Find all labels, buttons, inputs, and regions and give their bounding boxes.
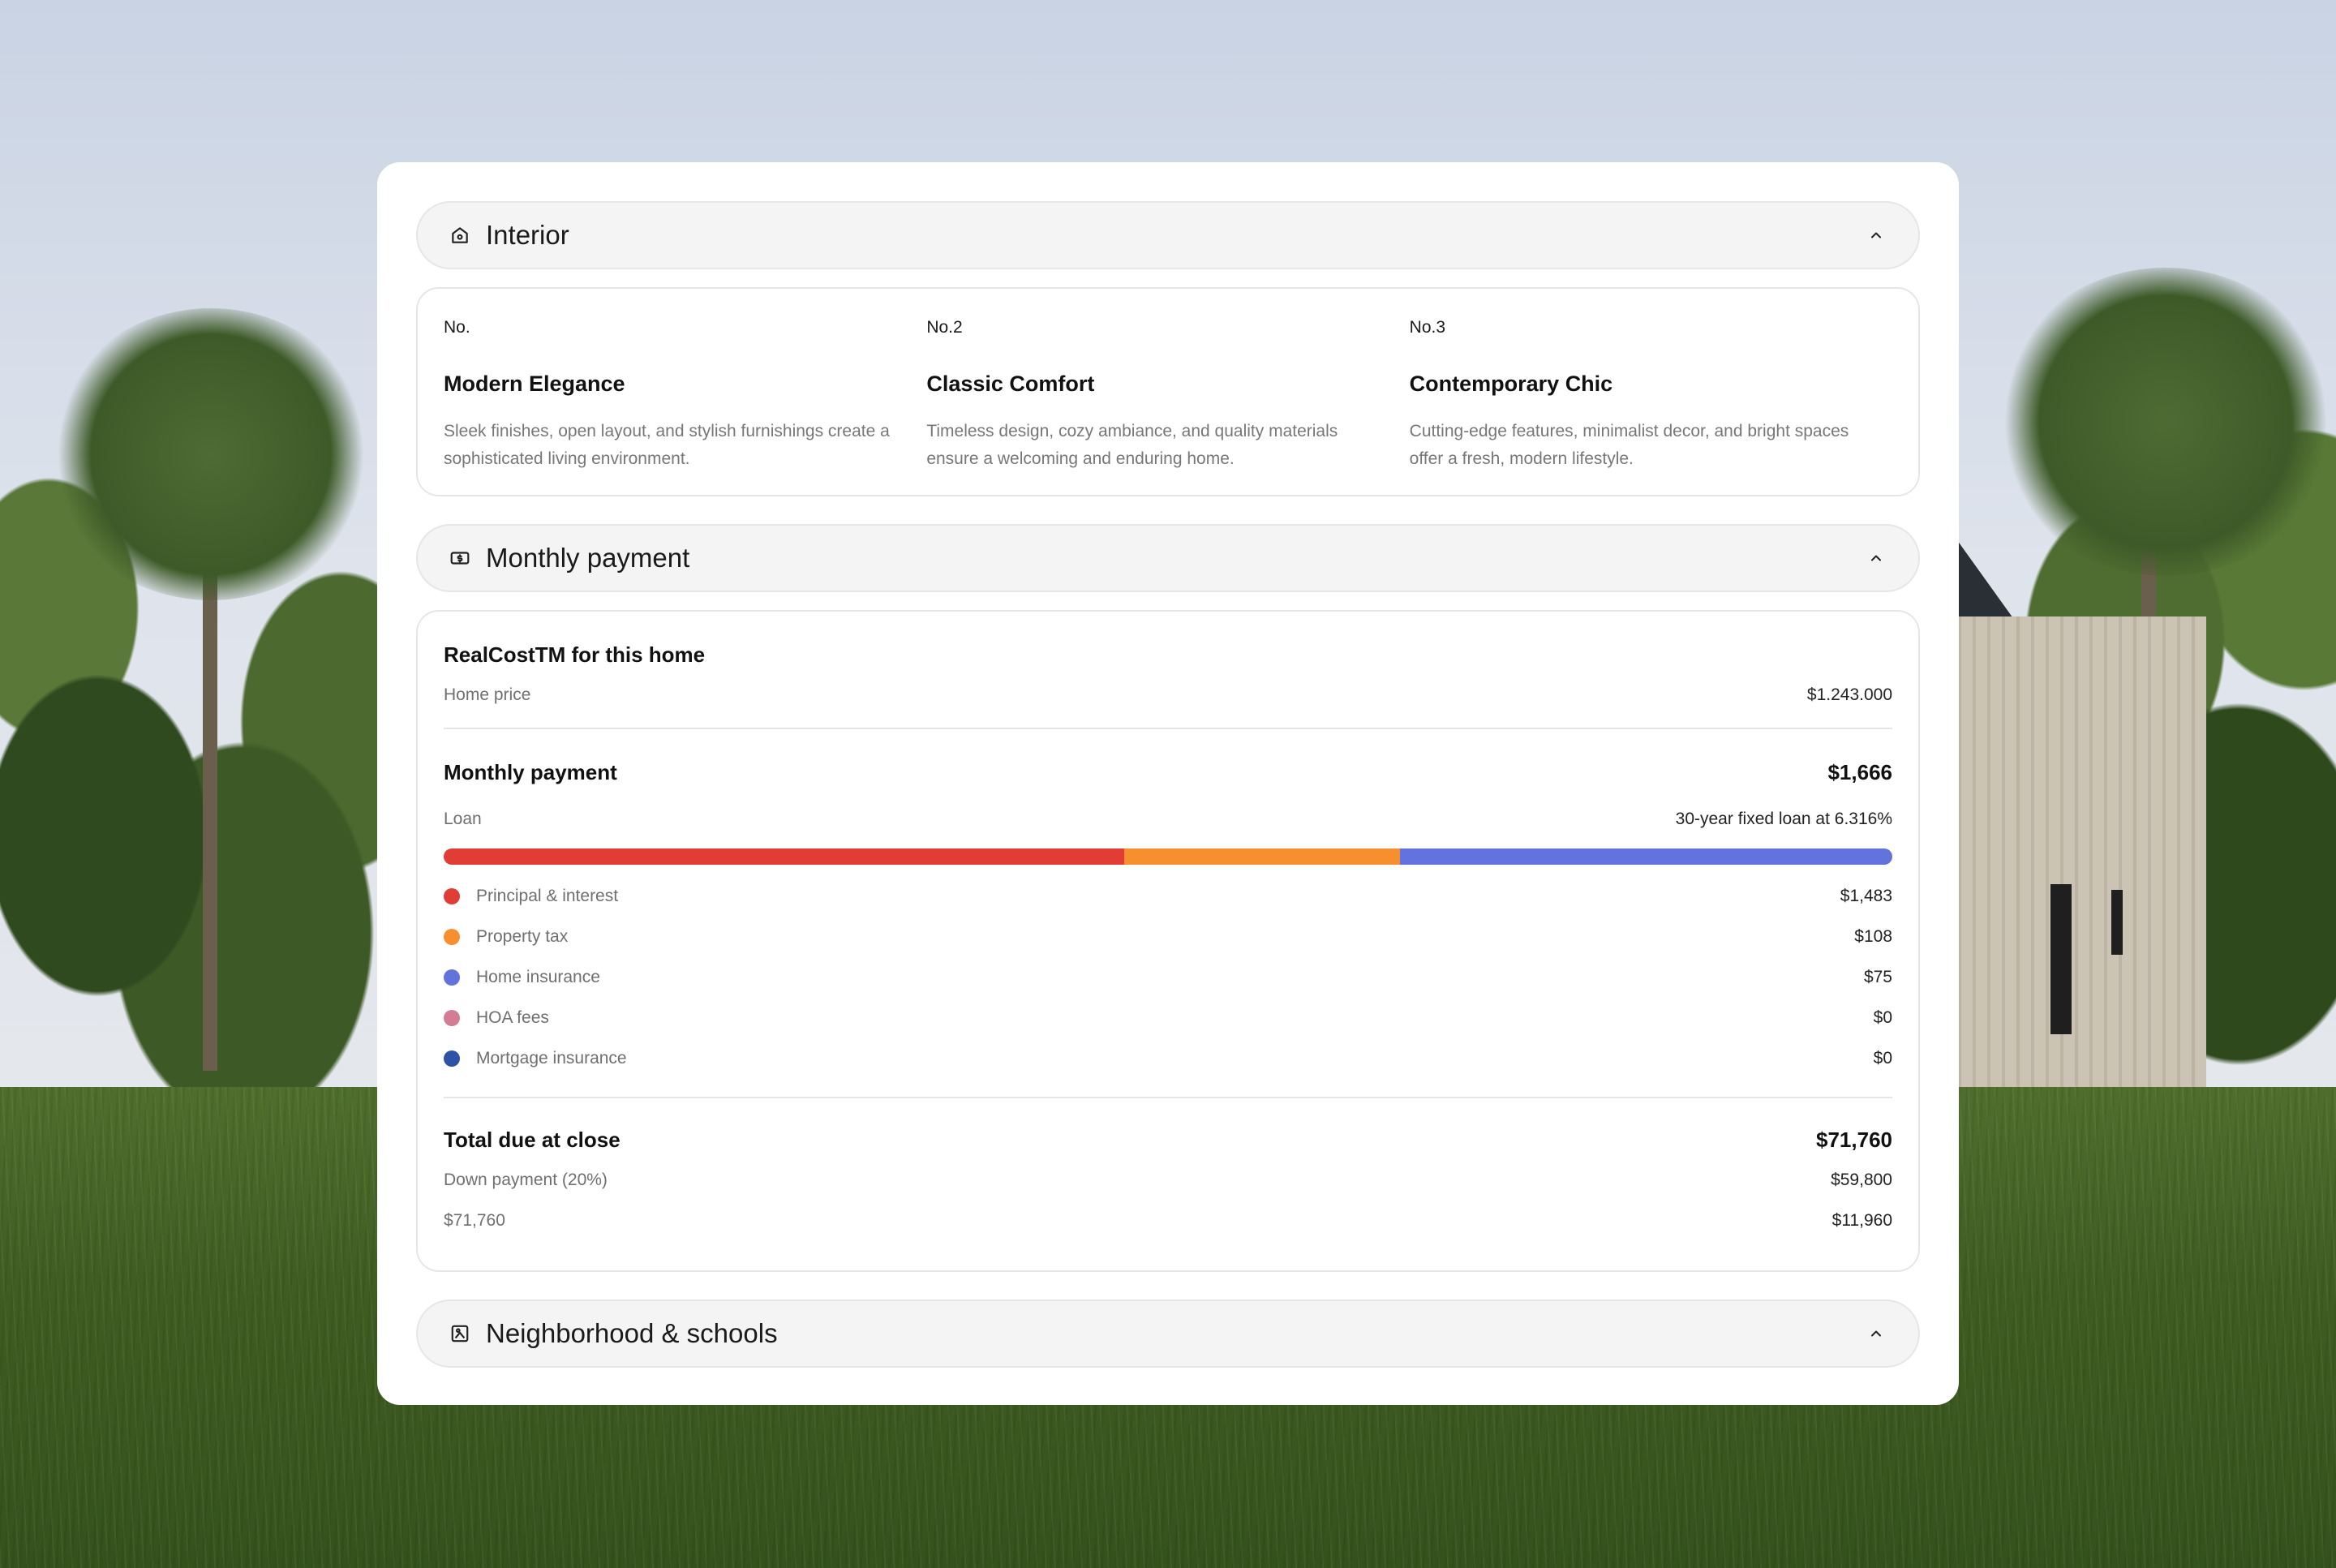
legend-dot bbox=[444, 1050, 460, 1067]
closing-costs-value: $11,960 bbox=[1831, 1211, 1892, 1230]
palm-trunk bbox=[203, 454, 217, 1071]
legend-value: $0 bbox=[1873, 1008, 1892, 1027]
legend-item: Property tax bbox=[444, 927, 568, 947]
interior-item-title: Classic Comfort bbox=[926, 372, 1095, 396]
bar-segment bbox=[1399, 848, 1892, 865]
legend-row: Home insurance $75 bbox=[444, 957, 1892, 998]
payment-breakdown-legend: Principal & interest $1,483 Property tax $1… bbox=[444, 876, 1892, 1079]
legend-dot bbox=[444, 929, 460, 945]
total-close-label: Total due at close bbox=[444, 1128, 620, 1152]
legend-label: HOA fees bbox=[476, 1008, 549, 1027]
interior-item-number: No. bbox=[444, 318, 470, 337]
home-price-value: $1.243.000 bbox=[1806, 685, 1892, 704]
down-payment-value: $59,800 bbox=[1831, 1171, 1892, 1189]
interior-title: Interior bbox=[486, 220, 569, 250]
neighborhood-title: Neighborhood & schools bbox=[486, 1318, 778, 1348]
legend-row: Property tax $108 bbox=[444, 917, 1892, 957]
interior-item-description: Sleek finishes, open layout, and stylish… bbox=[444, 422, 890, 468]
chevron-up-icon[interactable] bbox=[1865, 224, 1887, 247]
legend-value: $0 bbox=[1873, 1049, 1892, 1068]
interior-item: No.3 Contemporary Chic Cutting-edge feat… bbox=[1410, 318, 1892, 495]
legend-row: Principal & interest $1,483 bbox=[444, 876, 1892, 917]
legend-row: Mortgage insurance $0 bbox=[444, 1038, 1892, 1079]
monthly-payment-label: Monthly payment bbox=[444, 760, 617, 784]
bar-segment bbox=[1124, 848, 1400, 865]
property-details-card: Interior No. Modern Elegance Sleek finis… bbox=[377, 162, 1959, 1405]
interior-item-number: No.3 bbox=[1409, 318, 1446, 337]
legend-label: Home insurance bbox=[476, 968, 600, 986]
legend-item: HOA fees bbox=[444, 1008, 549, 1028]
monthly-payment-accordion-header[interactable]: Monthly payment bbox=[416, 524, 1920, 592]
legend-value: $1,483 bbox=[1840, 887, 1892, 905]
closing-costs-label: $71,760 bbox=[444, 1211, 505, 1230]
down-payment-label: Down payment (20%) bbox=[444, 1171, 608, 1189]
legend-dot bbox=[444, 969, 460, 986]
chevron-up-icon[interactable] bbox=[1865, 547, 1887, 569]
legend-dot bbox=[444, 888, 460, 904]
map-icon bbox=[449, 1322, 471, 1345]
legend-item: Home insurance bbox=[444, 968, 600, 987]
interior-item-description: Timeless design, cozy ambiance, and qual… bbox=[926, 422, 1338, 468]
legend-row: HOA fees $0 bbox=[444, 998, 1892, 1038]
monthly-payment-panel: RealCostTM for this home Home price $1.2… bbox=[416, 610, 1920, 1272]
legend-label: Mortgage insurance bbox=[476, 1049, 627, 1068]
interior-item-title: Contemporary Chic bbox=[1409, 372, 1613, 396]
loan-label: Loan bbox=[444, 810, 482, 828]
money-icon bbox=[449, 547, 471, 569]
home-price-row: Home price $1.243.000 bbox=[444, 685, 1892, 705]
total-close-value: $71,760 bbox=[1816, 1128, 1892, 1152]
palm-crown bbox=[49, 308, 373, 600]
legend-label: Property tax bbox=[476, 927, 569, 946]
interior-panel: No. Modern Elegance Sleek finishes, open… bbox=[416, 287, 1920, 496]
house-window bbox=[2111, 890, 2123, 955]
interior-item-description: Cutting-edge features, minimalist decor,… bbox=[1409, 422, 1849, 468]
total-close-row: Total due at close $71,760 bbox=[444, 1128, 1892, 1153]
legend-item: Mortgage insurance bbox=[444, 1049, 627, 1068]
monthly-payment-row: Monthly payment $1,666 bbox=[444, 760, 1892, 785]
interior-item: No. Modern Elegance Sleek finishes, open… bbox=[444, 318, 926, 495]
loan-value: 30-year fixed loan at 6.316% bbox=[1675, 810, 1892, 828]
house-wall bbox=[1947, 616, 2206, 1160]
legend-value: $75 bbox=[1863, 968, 1892, 986]
interior-item-number: No.2 bbox=[926, 318, 963, 337]
closing-costs-row: $71,760 $11,960 bbox=[444, 1211, 1892, 1231]
monthly-payment-title: Monthly payment bbox=[486, 543, 690, 573]
down-payment-row: Down payment (20%) $59,800 bbox=[444, 1171, 1892, 1190]
legend-item: Principal & interest bbox=[444, 887, 618, 906]
interior-accordion-header[interactable]: Interior bbox=[416, 201, 1920, 269]
legend-dot bbox=[444, 1010, 460, 1026]
legend-value: $108 bbox=[1854, 927, 1892, 946]
realcost-title: RealCostTM for this home bbox=[444, 642, 706, 667]
chevron-up-icon[interactable] bbox=[1865, 1322, 1887, 1345]
neighborhood-accordion-header[interactable]: Neighborhood & schools bbox=[416, 1300, 1920, 1368]
house-window bbox=[2050, 884, 2072, 1034]
divider bbox=[444, 728, 1892, 729]
interior-item: No.2 Classic Comfort Timeless design, co… bbox=[926, 318, 1409, 495]
interior-item-title: Modern Elegance bbox=[444, 372, 625, 396]
home-price-label: Home price bbox=[444, 685, 531, 704]
legend-label: Principal & interest bbox=[476, 887, 619, 905]
payment-breakdown-bar bbox=[444, 848, 1892, 865]
bar-segment bbox=[444, 848, 1125, 865]
monthly-payment-value: $1,666 bbox=[1827, 760, 1892, 784]
loan-row: Loan 30-year fixed loan at 6.316% bbox=[444, 810, 1892, 829]
divider bbox=[444, 1097, 1892, 1098]
home-icon bbox=[449, 224, 471, 247]
